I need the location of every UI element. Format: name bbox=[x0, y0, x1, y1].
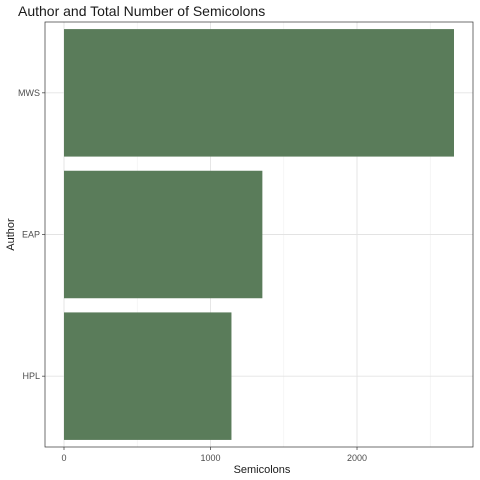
x-tick-label: 1000 bbox=[200, 453, 220, 463]
bar-eap bbox=[64, 170, 263, 299]
x-tick-label: 0 bbox=[61, 453, 66, 463]
y-axis-title: Author bbox=[5, 218, 17, 251]
y-axis-ticks: MWS EAP HPL bbox=[18, 88, 45, 381]
x-tick-label: 2000 bbox=[347, 453, 367, 463]
x-axis-ticks: 0 1000 2000 bbox=[61, 447, 367, 463]
x-axis-title: Semicolons bbox=[234, 464, 291, 476]
chart-title: Author and Total Number of Semicolons bbox=[18, 3, 266, 19]
y-tick-label: MWS bbox=[18, 88, 40, 98]
bar-mws bbox=[64, 29, 454, 157]
y-tick-label: EAP bbox=[22, 230, 40, 240]
bars-group bbox=[64, 29, 454, 440]
y-tick-label: HPL bbox=[22, 371, 40, 381]
bar-hpl bbox=[64, 312, 232, 440]
